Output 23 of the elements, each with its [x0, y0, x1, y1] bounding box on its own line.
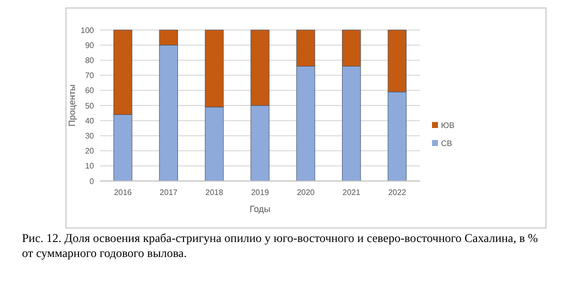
y-tick-label: 100	[80, 26, 95, 35]
x-tick-label: 2019	[251, 188, 270, 197]
y-tick-label: 10	[85, 162, 95, 171]
y-axis-title: Проценты	[67, 84, 77, 127]
x-tick-label: 2022	[388, 188, 407, 197]
legend-label: СВ	[441, 138, 452, 148]
y-tick-label: 70	[85, 71, 95, 80]
y-tick-label: 60	[85, 86, 95, 96]
legend-label: ЮВ	[441, 120, 454, 130]
y-tick-label: 30	[85, 132, 95, 140]
y-tick-label: 80	[85, 56, 95, 65]
y-tick-label: 0	[90, 176, 95, 186]
x-axis-title: Годы	[250, 204, 270, 214]
y-tick-label: 50	[85, 101, 95, 110]
x-tick-label: 2017	[160, 188, 178, 197]
y-tick-label: 40	[85, 116, 95, 126]
x-tick-label: 2021	[342, 188, 361, 197]
y-tick-label: 90	[85, 40, 95, 50]
text: Рис. 12. Доля освоения краба-стригуна опилио у юго-восточного и северо-восточного Сахалина, в % от суммарного годового вылова.	[22, 231, 538, 260]
y-tick-label: 20	[85, 146, 95, 156]
x-tick-label: 2020	[296, 188, 316, 197]
x-tick-label: 2018	[205, 188, 224, 197]
x-tick-label: 2016	[114, 188, 132, 197]
